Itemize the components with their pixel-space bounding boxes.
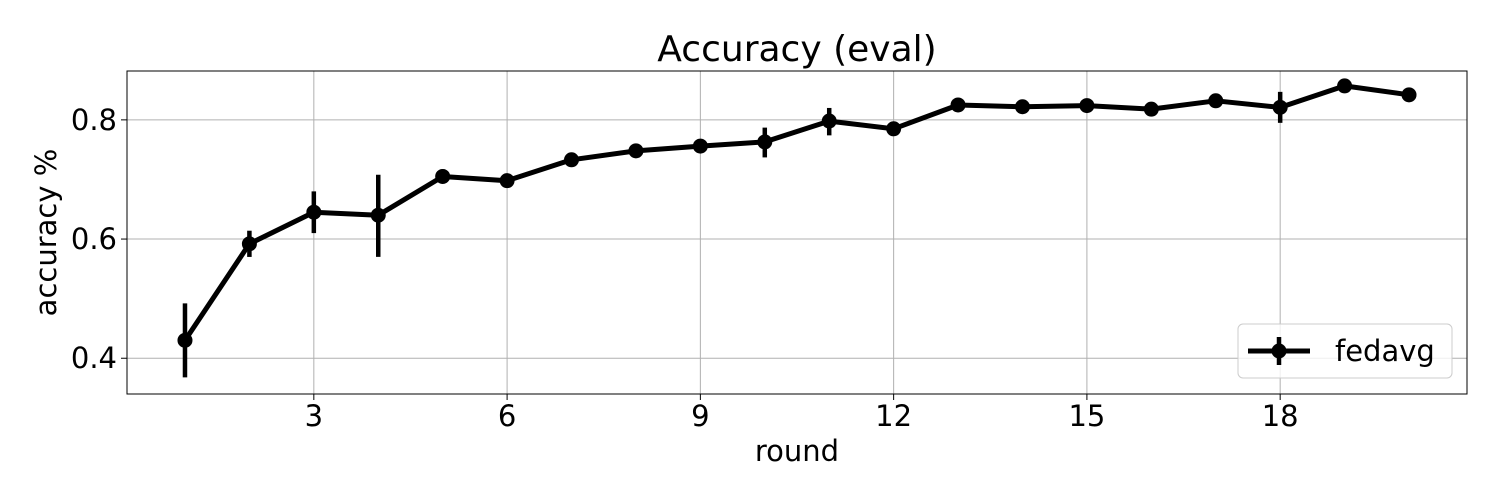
- series-layer: [177, 78, 1417, 378]
- x-tick-label: 12: [875, 399, 912, 433]
- data-point: [306, 204, 322, 220]
- y-tick-label: 0.4: [71, 341, 117, 375]
- data-point: [435, 168, 451, 184]
- x-tick-label: 9: [691, 399, 709, 433]
- plot-frame: [126, 70, 1468, 395]
- y-axis-label: accuracy %: [29, 149, 63, 317]
- data-point: [1014, 99, 1030, 115]
- legend: fedavg: [1237, 323, 1453, 379]
- data-point: [886, 121, 902, 137]
- x-tick-label: 15: [1068, 399, 1105, 433]
- legend-handle-fedavg: [1248, 337, 1310, 365]
- data-point: [1401, 87, 1417, 103]
- data-point: [692, 138, 708, 154]
- x-tick-label: 18: [1262, 399, 1299, 433]
- legend-label-fedavg: fedavg: [1335, 334, 1435, 368]
- series-line-fedavg: [182, 83, 1410, 342]
- data-point: [177, 332, 193, 348]
- legend-box: [1237, 323, 1453, 379]
- x-axis-label: round: [755, 434, 839, 468]
- data-point: [1143, 101, 1159, 117]
- x-tick-label: 3: [305, 399, 323, 433]
- chart-title: Accuracy (eval): [657, 29, 936, 70]
- legend-marker: [1271, 343, 1287, 359]
- data-point: [564, 152, 580, 168]
- data-point: [757, 134, 773, 150]
- data-point: [499, 173, 515, 189]
- x-tick-label: 6: [498, 399, 516, 433]
- data-point: [1208, 93, 1224, 109]
- ticks: 3 6 9 12 15 18 0.4 0.6 0.8: [71, 103, 1299, 433]
- data-point: [821, 113, 837, 129]
- data-point: [1079, 98, 1095, 114]
- grid: [127, 71, 1467, 394]
- y-tick-label: 0.6: [71, 222, 117, 256]
- data-point: [1337, 78, 1353, 94]
- data-point: [1272, 99, 1288, 115]
- data-point: [370, 207, 386, 223]
- data-point: [950, 97, 966, 113]
- data-point: [241, 236, 257, 252]
- y-tick-label: 0.8: [71, 103, 117, 137]
- data-point: [628, 143, 644, 159]
